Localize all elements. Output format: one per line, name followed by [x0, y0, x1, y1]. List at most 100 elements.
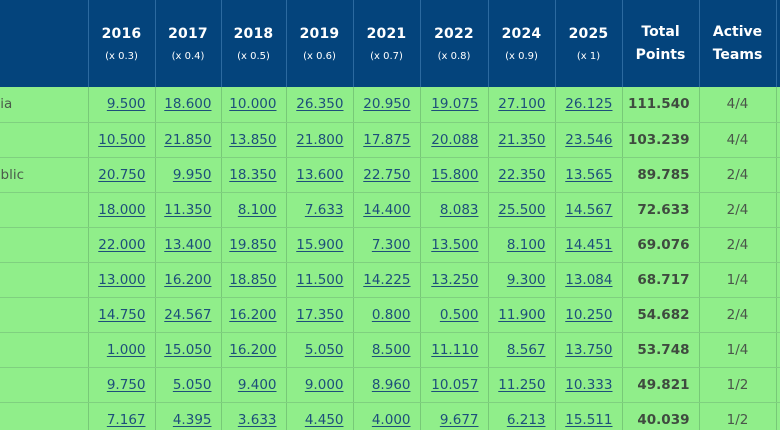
year-points-link[interactable]: 22.350: [498, 166, 546, 183]
year-points-link[interactable]: 14.567: [565, 201, 613, 218]
year-points-link[interactable]: 4.450: [304, 411, 344, 428]
year-points-link[interactable]: 8.567: [506, 341, 546, 358]
year-points-link[interactable]: 10.500: [98, 131, 146, 148]
year-points-link[interactable]: 9.300: [506, 271, 546, 288]
year-points-cell: 19.850: [221, 227, 287, 263]
year-points-link[interactable]: 16.200: [164, 271, 212, 288]
year-points-link[interactable]: 9.750: [106, 376, 146, 393]
year-column-header-2016[interactable]: 2016 (x 0.3): [88, 0, 156, 87]
year-points-link[interactable]: 14.400: [363, 201, 411, 218]
year-points-link[interactable]: 11.500: [296, 271, 344, 288]
year-points-link[interactable]: 15.511: [565, 411, 613, 428]
year-points-link[interactable]: 3.633: [237, 411, 277, 428]
year-points-link[interactable]: 14.750: [98, 306, 146, 323]
year-points-cell: 20.950: [353, 87, 421, 123]
year-points-link[interactable]: 18.350: [229, 166, 277, 183]
year-points-cell: 18.350: [221, 157, 287, 193]
year-points-link[interactable]: 0.800: [371, 306, 411, 323]
year-points-link[interactable]: 13.084: [565, 271, 613, 288]
year-points-link[interactable]: 13.400: [164, 236, 212, 253]
year-points-link[interactable]: 9.400: [237, 376, 277, 393]
year-points-link[interactable]: 20.088: [431, 131, 479, 148]
total-points-column-header[interactable]: Total Points: [622, 0, 700, 87]
year-points-link[interactable]: 21.800: [296, 131, 344, 148]
year-points-link[interactable]: 4.000: [371, 411, 411, 428]
year-points-link[interactable]: 9.677: [439, 411, 479, 428]
year-points-link[interactable]: 8.960: [371, 376, 411, 393]
year-points-link[interactable]: 23.546: [565, 131, 613, 148]
year-points-link[interactable]: 18.000: [98, 201, 146, 218]
year-points-link[interactable]: 9.950: [172, 166, 212, 183]
year-points-link[interactable]: 11.250: [498, 376, 546, 393]
year-points-link[interactable]: 5.050: [172, 376, 212, 393]
year-points-link[interactable]: 13.600: [296, 166, 344, 183]
year-points-link[interactable]: 13.750: [565, 341, 613, 358]
year-points-link[interactable]: 8.500: [371, 341, 411, 358]
year-points-link[interactable]: 7.633: [304, 201, 344, 218]
year-points-link[interactable]: 25.500: [498, 201, 546, 218]
overflow-cell: [776, 332, 780, 368]
year-points-link[interactable]: 18.600: [164, 96, 212, 113]
year-points-link[interactable]: 10.000: [229, 96, 277, 113]
year-points-link[interactable]: 8.100: [506, 236, 546, 253]
year-points-link[interactable]: 20.750: [98, 166, 146, 183]
year-points-link[interactable]: 7.167: [106, 411, 146, 428]
year-points-link[interactable]: 17.875: [363, 131, 411, 148]
year-points-cell: 15.900: [286, 227, 354, 263]
year-points-link[interactable]: 15.050: [164, 341, 212, 358]
year-points-link[interactable]: 11.110: [431, 341, 479, 358]
year-points-link[interactable]: 5.050: [304, 341, 344, 358]
year-points-link[interactable]: 15.800: [431, 166, 479, 183]
year-column-header-2019[interactable]: 2019 (x 0.6): [286, 0, 354, 87]
year-column-header-2021[interactable]: 2021 (x 0.7): [353, 0, 421, 87]
year-points-link[interactable]: 27.100: [498, 96, 546, 113]
year-points-link[interactable]: 6.213: [506, 411, 546, 428]
year-points-link[interactable]: 7.300: [371, 236, 411, 253]
year-points-link[interactable]: 13.565: [565, 166, 613, 183]
year-points-link[interactable]: 1.000: [106, 341, 146, 358]
year-points-link[interactable]: 19.075: [431, 96, 479, 113]
year-points-link[interactable]: 10.250: [565, 306, 613, 323]
year-points-link[interactable]: 20.950: [363, 96, 411, 113]
year-points-link[interactable]: 13.850: [229, 131, 277, 148]
year-points-link[interactable]: 16.200: [229, 306, 277, 323]
year-points-link[interactable]: 24.567: [164, 306, 212, 323]
year-points-link[interactable]: 22.750: [363, 166, 411, 183]
year-points-link[interactable]: 16.200: [229, 341, 277, 358]
year-label: 2019: [299, 25, 340, 42]
active-teams-column-header[interactable]: Active Teams: [699, 0, 777, 87]
year-points-link[interactable]: 14.451: [565, 236, 613, 253]
year-points-link[interactable]: 10.333: [565, 376, 613, 393]
year-points-cell: 9.400: [221, 367, 287, 403]
year-multiplier: (x 1): [576, 50, 601, 62]
country-cell: [0, 192, 89, 228]
year-column-header-2022[interactable]: 2022 (x 0.8): [420, 0, 489, 87]
year-points-link[interactable]: 17.350: [296, 306, 344, 323]
year-points-link[interactable]: 26.125: [565, 96, 613, 113]
year-points-link[interactable]: 11.900: [498, 306, 546, 323]
year-points-link[interactable]: 19.850: [229, 236, 277, 253]
year-points-link[interactable]: 21.850: [164, 131, 212, 148]
year-points-link[interactable]: 8.100: [237, 201, 277, 218]
year-column-header-2018[interactable]: 2018 (x 0.5): [221, 0, 287, 87]
year-points-link[interactable]: 10.057: [431, 376, 479, 393]
year-points-link[interactable]: 21.350: [498, 131, 546, 148]
year-points-link[interactable]: 0.500: [439, 306, 479, 323]
year-points-link[interactable]: 8.083: [439, 201, 479, 218]
year-column-header-2025[interactable]: 2025 (x 1): [555, 0, 623, 87]
year-points-link[interactable]: 26.350: [296, 96, 344, 113]
year-column-header-2017[interactable]: 2017 (x 0.4): [155, 0, 222, 87]
year-points-link[interactable]: 4.395: [172, 411, 212, 428]
year-column-header-2024[interactable]: 2024 (x 0.9): [488, 0, 556, 87]
year-points-link[interactable]: 18.850: [229, 271, 277, 288]
year-points-link[interactable]: 15.900: [296, 236, 344, 253]
year-points-link[interactable]: 9.500: [106, 96, 146, 113]
year-points-link[interactable]: 13.250: [431, 271, 479, 288]
year-points-link[interactable]: 14.225: [363, 271, 411, 288]
year-points-link[interactable]: 22.000: [98, 236, 146, 253]
year-points-link[interactable]: 11.350: [164, 201, 212, 218]
year-points-cell: 15.050: [155, 332, 222, 368]
year-points-link[interactable]: 13.000: [98, 271, 146, 288]
year-points-link[interactable]: 13.500: [431, 236, 479, 253]
year-points-link[interactable]: 9.000: [304, 376, 344, 393]
